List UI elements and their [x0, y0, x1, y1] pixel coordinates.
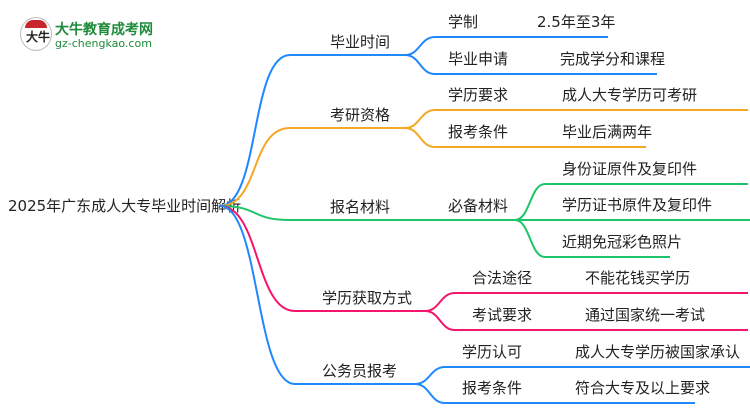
subtopic-connector — [414, 383, 695, 404]
subtopic-value: 完成学分和课程 — [560, 50, 665, 68]
branch-connector — [219, 205, 425, 312]
subtopic-value: 2.5年至3年 — [537, 13, 615, 31]
subtopic-connector — [424, 292, 748, 312]
logo-mark: 大牛 — [26, 30, 51, 44]
branch-label: 考研资格 — [330, 106, 390, 124]
subtopic-value: 通过国家统一考试 — [585, 306, 705, 324]
subtopic-label: 报考条件 — [462, 379, 522, 397]
subtopic-value: 成人大专学历可考研 — [562, 86, 697, 104]
leaf-connector — [514, 219, 670, 258]
branch-label: 报名材料 — [330, 198, 390, 216]
subtopic-value: 毕业后满两年 — [562, 123, 652, 141]
subtopic-label: 学制 — [448, 13, 478, 31]
leaf-value: 学历证书原件及复印件 — [562, 196, 712, 214]
subtopic-connector — [404, 127, 646, 148]
logo-badge-icon: 大牛 — [20, 17, 52, 51]
logo-url: gz-chengkao.com — [55, 37, 152, 50]
subtopic-connector — [424, 310, 748, 331]
subtopic-label: 学历要求 — [448, 86, 508, 104]
leaf-value: 身份证原件及复印件 — [562, 160, 697, 178]
logo: 大牛 大牛教育成考网 gz-chengkao.com — [20, 17, 160, 51]
subtopic-connector — [404, 54, 657, 75]
leaf-connector — [514, 183, 748, 221]
subtopic-label: 学历认可 — [462, 343, 522, 361]
subtopic-label: 毕业申请 — [448, 50, 508, 68]
subtopic-label: 报考条件 — [448, 123, 508, 141]
subtopic-value: 符合大专及以上要求 — [575, 379, 710, 397]
leaf-value: 近期免冠彩色照片 — [562, 233, 682, 251]
branch-connector — [219, 127, 405, 207]
subtopic-value: 不能花钱买学历 — [585, 269, 690, 287]
branch-label: 学历获取方式 — [322, 289, 412, 307]
subtopic-connector — [404, 36, 608, 56]
root-node: 2025年广东成人大专毕业时间解析 — [8, 197, 241, 215]
subtopic-connector — [404, 109, 748, 129]
subtopic-value: 成人大专学历被国家承认 — [575, 343, 740, 361]
branch-label: 公务员报考 — [322, 362, 397, 380]
branch-connector — [219, 54, 405, 207]
subtopic-connector — [414, 366, 750, 385]
branch-connector — [219, 205, 515, 221]
logo-name: 大牛教育成考网 — [55, 22, 153, 38]
subtopic-label: 合法途径 — [472, 269, 532, 287]
branch-connector — [219, 205, 415, 385]
subtopic-label: 考试要求 — [472, 306, 532, 324]
branch-label: 毕业时间 — [330, 33, 390, 51]
subtopic-label: 必备材料 — [448, 197, 508, 215]
